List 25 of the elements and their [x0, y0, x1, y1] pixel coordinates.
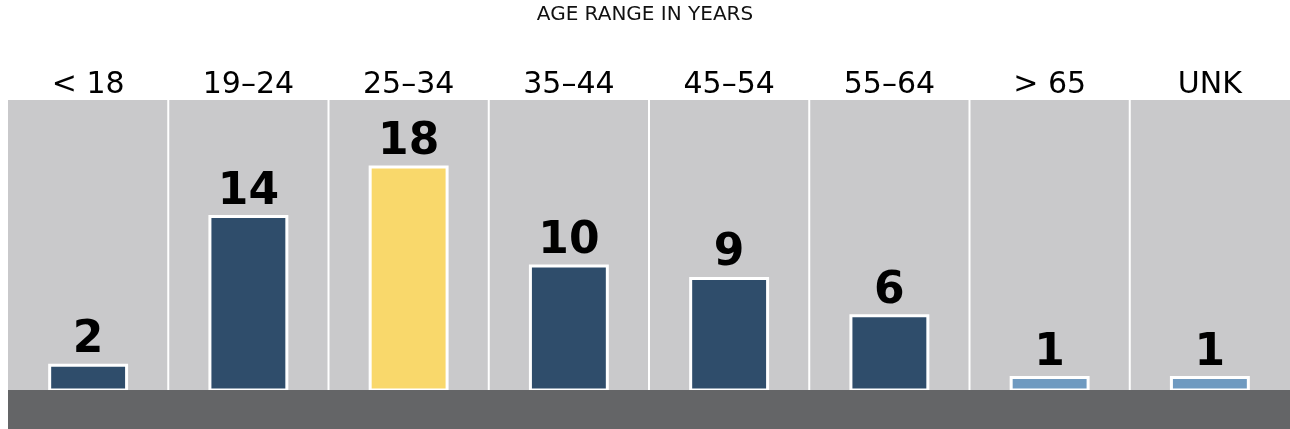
data-label: 1: [1194, 323, 1226, 375]
x-tick-label: 19–24: [202, 65, 295, 100]
bar: [1169, 376, 1250, 390]
data-label: 14: [217, 162, 279, 214]
bar: [689, 276, 770, 390]
bar: [208, 215, 289, 390]
data-label: 6: [874, 261, 905, 313]
data-label: 9: [713, 224, 745, 276]
data-label: 18: [378, 112, 440, 164]
chart-title: AGE RANGE IN YEARS: [536, 0, 754, 25]
x-tick-label: UNK: [1177, 65, 1244, 100]
x-tick-label: > 65: [1013, 65, 1087, 100]
x-tick-label: 25–34: [362, 65, 455, 100]
bar: [1009, 376, 1090, 390]
bar: [48, 363, 129, 390]
bar: [368, 165, 449, 390]
data-label: 2: [72, 311, 104, 363]
data-label: 10: [538, 212, 600, 264]
x-tick-label: < 18: [51, 65, 125, 100]
bar: [849, 314, 930, 390]
x-tick-label: 35–44: [523, 65, 615, 100]
x-tick-label: 45–54: [683, 65, 775, 100]
data-label: 1: [1034, 323, 1065, 375]
bar: [528, 264, 609, 390]
x-tick-label: 55–64: [843, 65, 936, 100]
